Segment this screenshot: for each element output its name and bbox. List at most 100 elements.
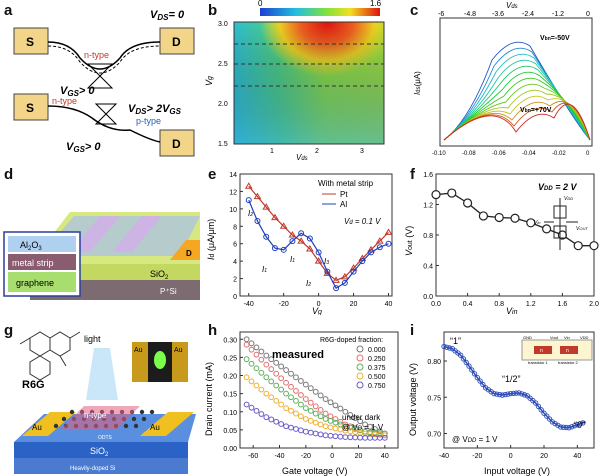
e-ytick-0: 0 <box>233 294 237 301</box>
panel-label-h: h <box>208 322 218 339</box>
h-point-0.250 <box>322 410 329 417</box>
e-point-al <box>245 197 252 204</box>
i-point <box>471 371 478 377</box>
e-point-al <box>306 235 313 242</box>
panel-b-heatmap: 0 1.6 Vg 3.0 2.5 2.0 1.5 1 2 3 Vds <box>204 0 385 160</box>
h-point-0.000 <box>367 423 373 430</box>
panel-i-chart: 0.70 0.75 0.80 -40 -20 0 20 40 “1” “1/2” “0” @ … <box>408 331 595 476</box>
b-ylabel: Vg <box>204 76 214 86</box>
e-frame <box>239 173 393 297</box>
f-ytick-3: 1.2 <box>423 203 433 210</box>
i-point <box>560 424 567 430</box>
ntype-label-top: n-type <box>84 50 109 60</box>
e-ytick-7: 14 <box>229 172 237 179</box>
b-xtick-0: 1 <box>270 148 274 155</box>
c-curve-8 <box>443 89 591 141</box>
h-point-0.500 <box>312 419 319 426</box>
f-point <box>589 241 599 251</box>
panel-d-device: Al2O3 metal strip graphene SiO2 P⁺Si D <box>3 212 200 300</box>
h-legend-label-1: 0.250 <box>368 356 386 363</box>
vds2-label: VDS> 2VGS <box>128 103 182 116</box>
i-point <box>480 381 486 388</box>
h-point-0.000 <box>342 408 349 415</box>
i-point <box>446 345 453 351</box>
e-title: With metal strip <box>318 179 374 188</box>
i-point <box>477 378 483 384</box>
panel-label-i: i <box>410 322 415 339</box>
i-axes: 0.70 0.75 0.80 -40 -20 0 20 40 <box>427 359 581 460</box>
i-xtick-3: 20 <box>540 453 548 460</box>
b-ytick-2: 2.0 <box>218 101 228 108</box>
e-legend-al: Al <box>340 200 347 209</box>
h-point-0.000 <box>243 336 250 343</box>
f-point <box>494 212 504 223</box>
h-point-0.000 <box>288 370 294 377</box>
graphene-label: graphene <box>16 278 54 288</box>
h-point-0.250 <box>293 388 299 394</box>
c-top-tick-1: -4.8 <box>464 11 476 18</box>
c-xtick-0: -0.10 <box>432 151 446 157</box>
svg-text:VDD: VDD <box>580 335 589 340</box>
i-point <box>580 420 586 426</box>
e-point-pt <box>297 237 306 244</box>
h-point-0.750 <box>243 401 250 408</box>
c-top-tick-0: -6 <box>438 11 444 18</box>
h-xtick-3: 0 <box>330 453 334 460</box>
ntype-label-bottom: n-type <box>52 96 77 106</box>
i-point <box>538 407 544 413</box>
h-point-0.750 <box>332 433 339 440</box>
i-frame <box>443 331 595 449</box>
i-point <box>549 419 555 425</box>
h-point-0.375 <box>317 413 324 420</box>
h-point-0.250 <box>297 392 304 398</box>
c-curve-9 <box>443 95 591 141</box>
vgs-label-top: VGS> 0 <box>60 85 95 98</box>
e-point-al <box>385 240 392 247</box>
e-legend-pt: Pt <box>340 190 348 199</box>
i-point <box>535 403 542 410</box>
h-point-0.500 <box>243 374 250 381</box>
heatmap-shade <box>234 22 384 144</box>
e-point-al <box>289 238 296 245</box>
e-line-pt <box>248 185 389 282</box>
f-circuit-inset: VDD Vin VOUT <box>534 196 588 250</box>
g-au-label-2: Au <box>150 423 160 432</box>
h-legend-label-2: 0.375 <box>368 365 386 372</box>
h-point-0.375 <box>307 407 314 414</box>
h-point-0.375 <box>273 382 280 389</box>
h-legend-label-4: 0.750 <box>368 383 386 390</box>
h-ylabel: Drain current (mA) <box>204 362 214 436</box>
h-point-0.250 <box>278 375 285 382</box>
graphene-layer <box>8 272 76 292</box>
e-xlabel: Vg <box>312 306 322 315</box>
f-frame <box>435 173 595 297</box>
e-ytick-5: 10 <box>229 207 237 214</box>
h-ytick-6: 0.30 <box>223 337 237 344</box>
h-point-0.750 <box>253 407 260 414</box>
h-point-0.750 <box>307 429 314 436</box>
panel-label-g: g <box>4 322 14 339</box>
h-point-0.000 <box>332 402 339 409</box>
panel-label-f: f <box>410 166 415 183</box>
panel-label-e: e <box>208 166 217 183</box>
e-point-pt <box>375 237 384 244</box>
g-lattice-atom <box>53 423 59 429</box>
panel-a-band-diagram: S D VDS= 0 n-type VGS> 0 S D n-type p-ty… <box>13 9 195 157</box>
h-point-0.000 <box>283 367 289 373</box>
i-point <box>441 343 447 350</box>
ptype-label-bottom: p-type <box>136 116 161 126</box>
h-point-0.500 <box>278 401 285 408</box>
e-ytick-3: 6 <box>233 242 237 249</box>
f-xlabel: Vin <box>506 306 518 315</box>
h-point-0.000 <box>268 356 275 363</box>
d-drain-label: D <box>186 249 192 258</box>
svg-text:n: n <box>553 348 556 354</box>
f-point <box>462 198 473 208</box>
i-label-half: “1/2” <box>502 374 521 384</box>
i-xtick-4: 40 <box>573 453 581 460</box>
e-ytick-1: 2 <box>233 277 237 284</box>
i-series <box>441 343 586 431</box>
g-au-label-3: Au <box>134 347 143 354</box>
i-point <box>513 390 519 396</box>
h-point-0.750 <box>337 433 344 440</box>
